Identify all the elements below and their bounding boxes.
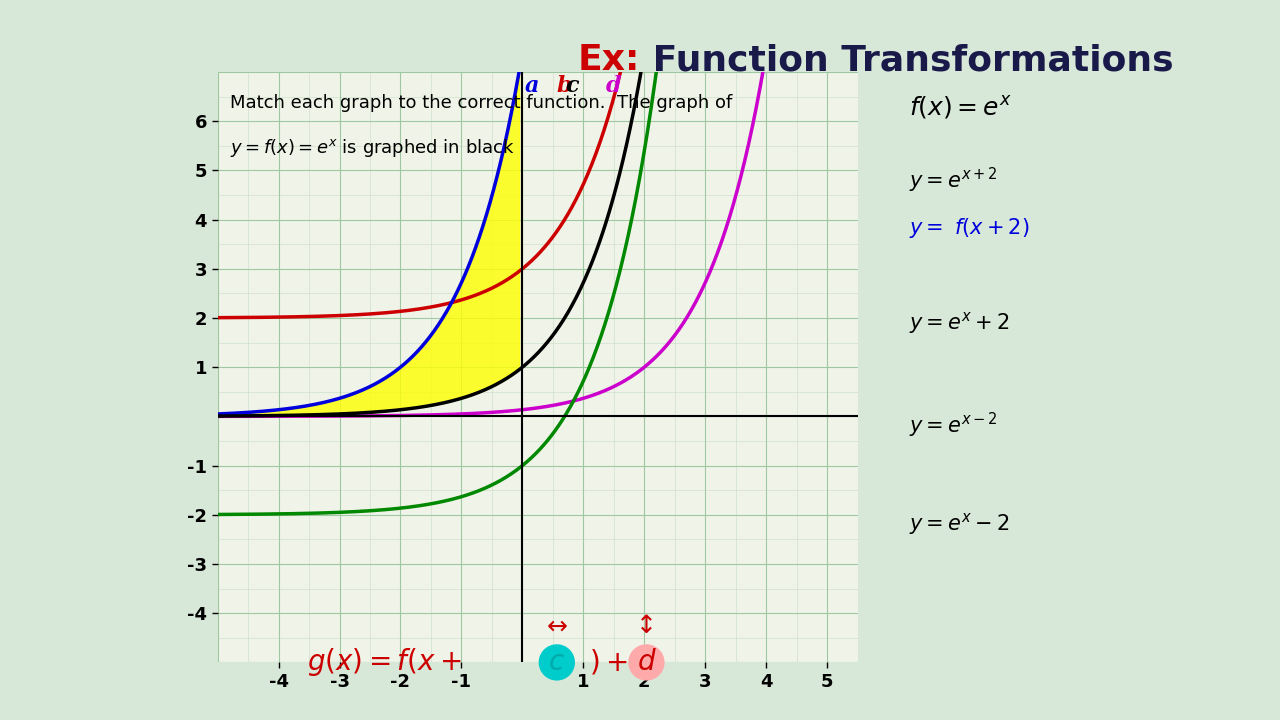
Text: b: b bbox=[556, 75, 572, 96]
Text: Ex:: Ex: bbox=[577, 43, 640, 77]
Text: $y = e^{x-2}$: $y = e^{x-2}$ bbox=[909, 410, 997, 440]
Text: $f(x) = e^x$: $f(x) = e^x$ bbox=[909, 94, 1011, 120]
Text: $g(x) = f(x+$: $g(x) = f(x+$ bbox=[307, 647, 462, 678]
Text: ↕: ↕ bbox=[636, 614, 657, 639]
Text: Function Transformations: Function Transformations bbox=[640, 43, 1174, 77]
Text: Match each graph to the correct function.  The graph of: Match each graph to the correct function… bbox=[230, 94, 732, 112]
Text: a: a bbox=[525, 75, 539, 96]
Text: $y = f(x) = e^x$ is graphed in black: $y = f(x) = e^x$ is graphed in black bbox=[230, 137, 515, 159]
Text: $y = \ f(x+2)$: $y = \ f(x+2)$ bbox=[909, 216, 1029, 240]
Text: $y = e^x - 2$: $y = e^x - 2$ bbox=[909, 511, 1009, 537]
Text: $) + $: $) + $ bbox=[589, 648, 627, 677]
Text: ↔: ↔ bbox=[547, 614, 567, 639]
Text: $y = e^{x+2}$: $y = e^{x+2}$ bbox=[909, 166, 997, 195]
Text: $c$: $c$ bbox=[548, 649, 566, 676]
Text: d: d bbox=[605, 75, 622, 96]
Text: $y = e^x + 2$: $y = e^x + 2$ bbox=[909, 310, 1009, 336]
Text: $d$: $d$ bbox=[636, 649, 657, 676]
Text: c: c bbox=[566, 75, 579, 96]
